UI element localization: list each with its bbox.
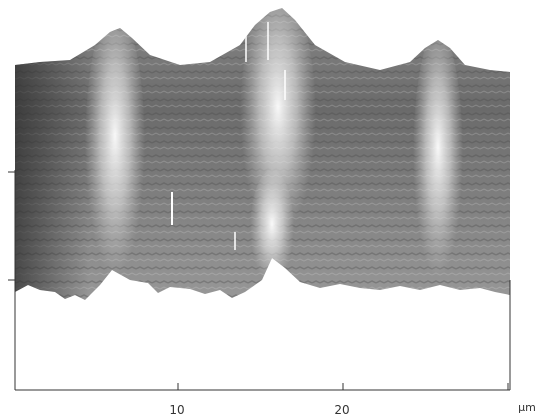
x-tick-label: 10 [169, 403, 184, 417]
x-unit: µm [518, 401, 536, 414]
surface [15, 8, 510, 300]
x-tick-label: 20 [334, 403, 349, 417]
axes [8, 170, 511, 391]
